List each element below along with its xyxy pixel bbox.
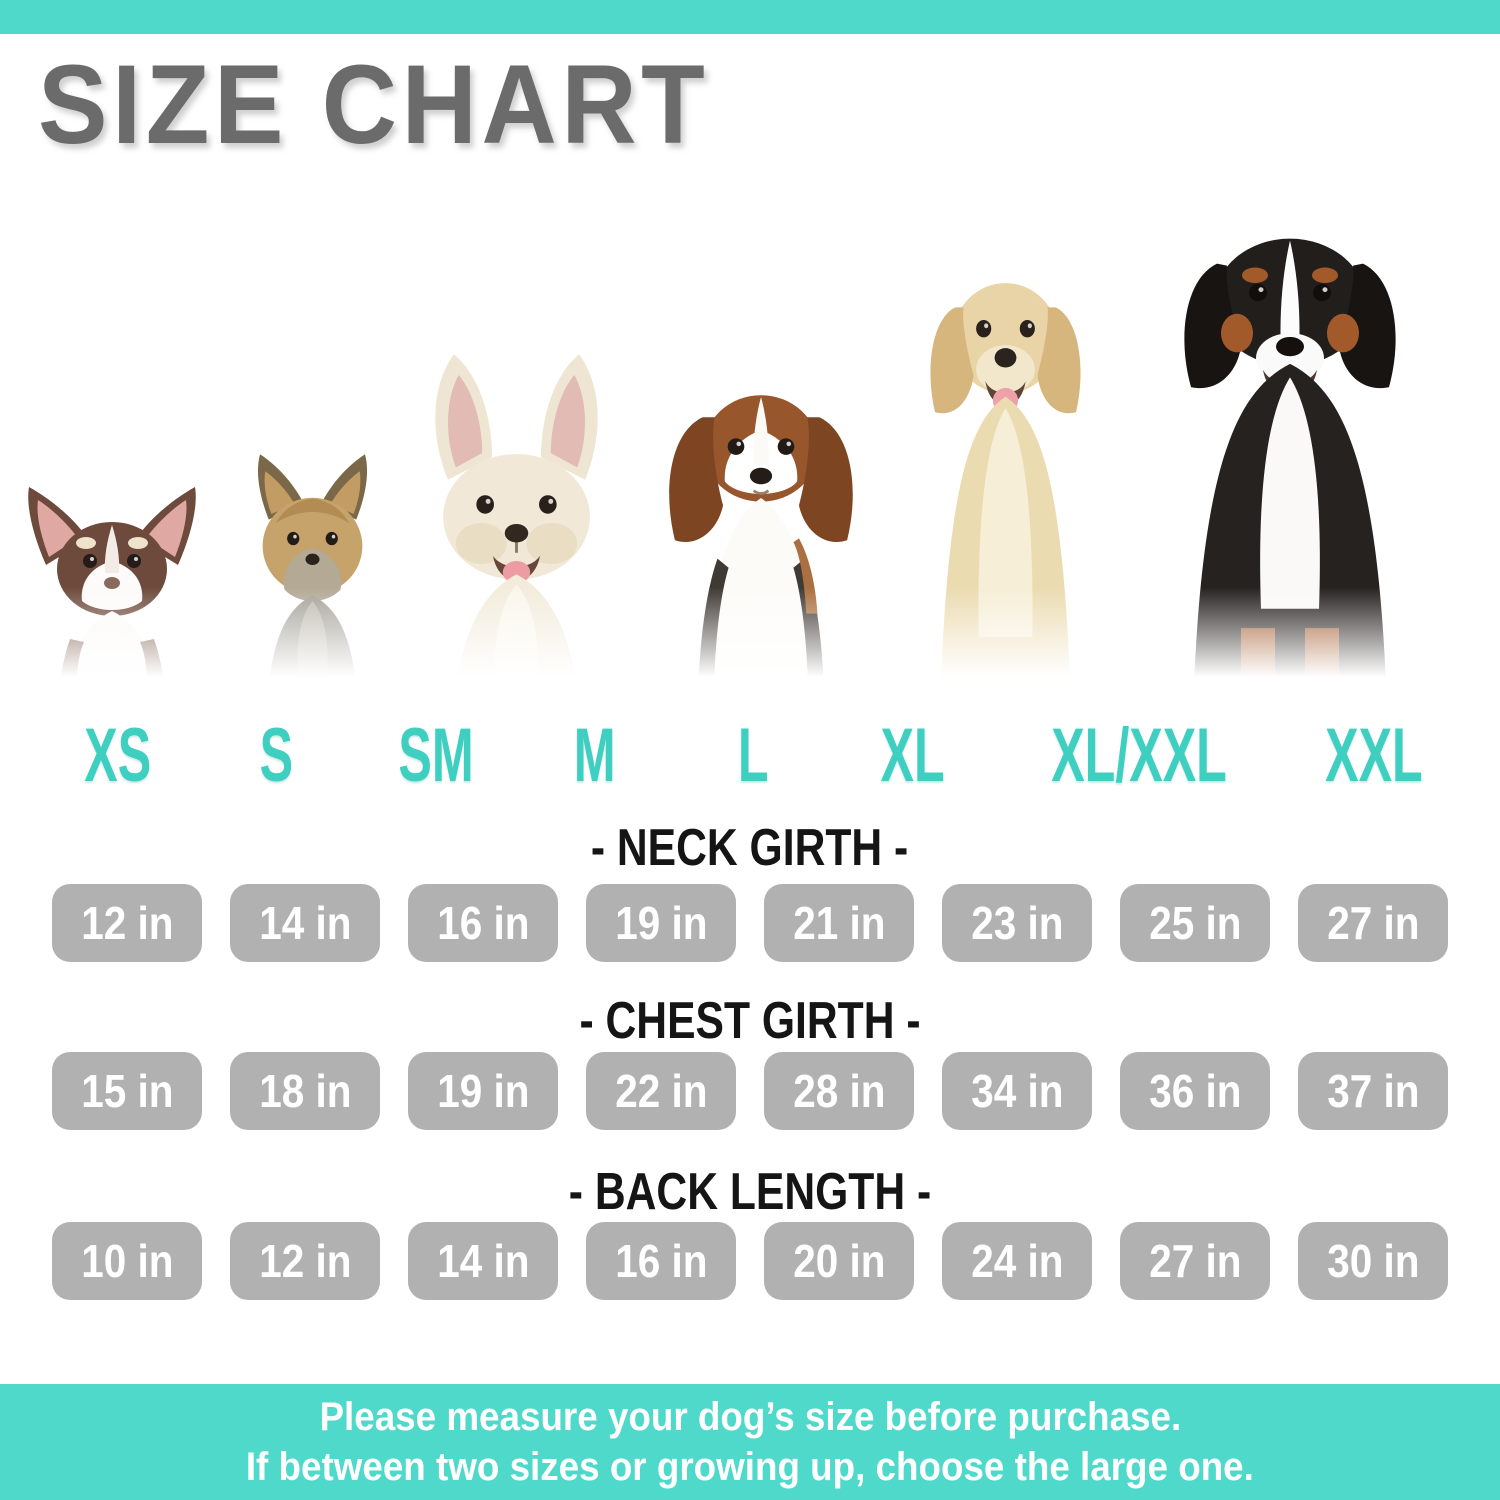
neck-girth-row: 12 in 14 in 16 in 19 in 21 in 23 in 25 i… [52, 884, 1448, 962]
chest-girth-cell: 28 in [764, 1052, 914, 1130]
back-length-cell: 14 in [408, 1222, 558, 1300]
neck-girth-cell: 21 in [764, 884, 914, 962]
back-length-cell: 20 in [764, 1222, 914, 1300]
neck-girth-cell: 12 in [52, 884, 202, 962]
back-length-cell: 24 in [942, 1222, 1092, 1300]
chest-girth-cell: 36 in [1120, 1052, 1270, 1130]
size-label-xs: XS [84, 713, 151, 798]
bernese-mountain-dog-image [1184, 238, 1396, 710]
size-labels-row: XS S SM M L XL XL/XXL XXL [52, 712, 1448, 798]
chest-girth-row: 15 in 18 in 19 in 22 in 28 in 34 in 36 i… [52, 1052, 1448, 1130]
neck-girth-cell: 14 in [230, 884, 380, 962]
back-length-row: 10 in 12 in 14 in 16 in 20 in 24 in 27 i… [52, 1222, 1448, 1300]
back-length-heading: - BACK LENGTH - [568, 1163, 932, 1221]
chest-girth-cell: 22 in [586, 1052, 736, 1130]
neck-girth-heading: - NECK GIRTH - [591, 819, 909, 877]
chest-girth-cell: 18 in [230, 1052, 380, 1130]
size-label-xxl: XXL [1325, 713, 1423, 798]
size-label-sm: SM [397, 713, 474, 798]
size-label-s: S [259, 713, 294, 798]
neck-girth-cell: 27 in [1298, 884, 1448, 962]
chest-girth-cell: 15 in [52, 1052, 202, 1130]
chest-girth-heading: - CHEST GIRTH - [579, 992, 921, 1050]
neck-girth-cell: 25 in [1120, 884, 1270, 962]
neck-girth-cell: 16 in [408, 884, 558, 962]
top-accent-bar [0, 0, 1500, 34]
chest-girth-cell: 37 in [1298, 1052, 1448, 1130]
back-length-cell: 27 in [1120, 1222, 1270, 1300]
golden-retriever-image [930, 283, 1081, 710]
back-length-cell: 10 in [52, 1222, 202, 1300]
beagle-image [669, 395, 853, 710]
size-label-xl-xxl: XL/XXL [1051, 713, 1227, 798]
chest-girth-cell: 34 in [942, 1052, 1092, 1130]
back-length-cell: 30 in [1298, 1222, 1448, 1300]
neck-girth-cell: 23 in [942, 884, 1092, 962]
neck-girth-cell: 19 in [586, 884, 736, 962]
back-length-cell: 12 in [230, 1222, 380, 1300]
back-length-cell: 16 in [586, 1222, 736, 1300]
chihuahua-image [28, 487, 196, 710]
french-bulldog-image [435, 354, 598, 710]
footer-line-2: If between two sizes or growing up, choo… [245, 1444, 1255, 1489]
footer-note-band: Please measure your dog’s size before pu… [0, 1384, 1500, 1500]
size-label-m: M [573, 713, 616, 798]
page-title: SIZE CHART [38, 42, 710, 167]
dogs-row [0, 150, 1500, 712]
size-label-l: L [738, 713, 769, 798]
size-label-xl: XL [880, 713, 945, 798]
footer-line-1: Please measure your dog’s size before pu… [319, 1394, 1181, 1439]
yorkshire-terrier-image [257, 454, 368, 710]
chest-girth-cell: 19 in [408, 1052, 558, 1130]
